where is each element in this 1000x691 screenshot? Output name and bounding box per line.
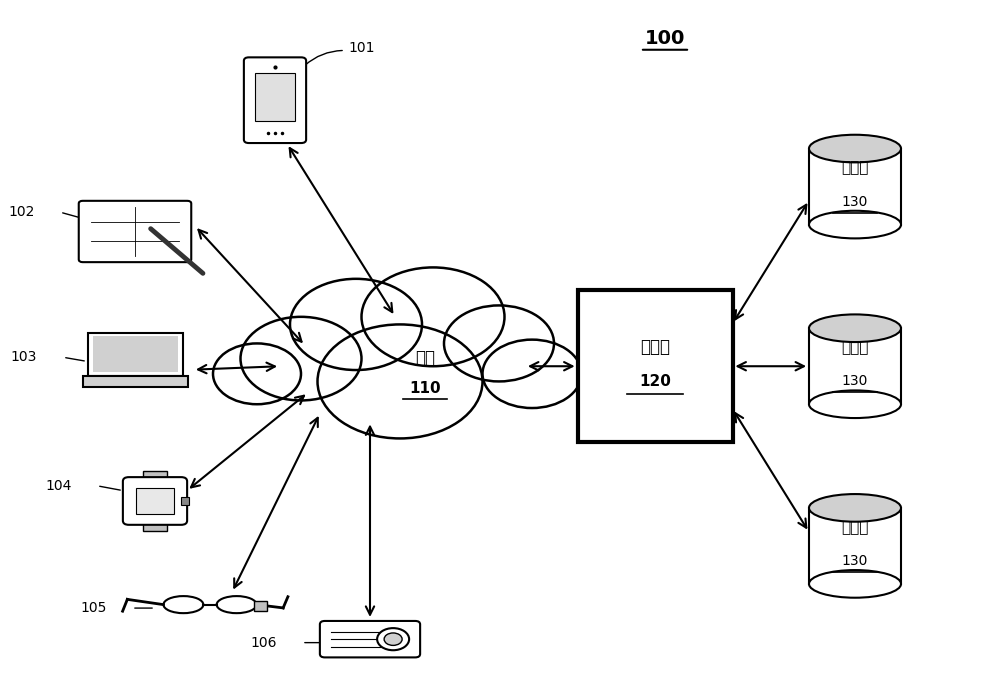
- Bar: [88, 333, 182, 376]
- Bar: [82, 376, 188, 388]
- Ellipse shape: [809, 211, 901, 238]
- FancyBboxPatch shape: [123, 477, 187, 525]
- Ellipse shape: [809, 314, 901, 342]
- Text: 106: 106: [250, 636, 277, 650]
- Ellipse shape: [809, 390, 901, 418]
- Text: 130: 130: [842, 554, 868, 568]
- Circle shape: [290, 279, 422, 370]
- Bar: [809, 147, 901, 150]
- Bar: [93, 337, 178, 372]
- Ellipse shape: [163, 596, 203, 613]
- Ellipse shape: [217, 596, 257, 613]
- Text: 105: 105: [81, 601, 107, 615]
- Text: 104: 104: [46, 479, 72, 493]
- FancyBboxPatch shape: [244, 57, 306, 143]
- Text: 101: 101: [348, 41, 375, 55]
- Text: 数据库: 数据库: [841, 340, 869, 355]
- Circle shape: [213, 343, 301, 404]
- FancyBboxPatch shape: [320, 621, 420, 657]
- Text: 130: 130: [842, 195, 868, 209]
- Text: 110: 110: [409, 381, 441, 396]
- Bar: [809, 508, 901, 584]
- Text: 服务器: 服务器: [640, 338, 670, 356]
- Bar: [578, 290, 732, 442]
- Circle shape: [482, 340, 582, 408]
- Text: 数据库: 数据库: [841, 520, 869, 535]
- Circle shape: [384, 633, 402, 645]
- Bar: [809, 328, 901, 404]
- Text: 100: 100: [645, 28, 685, 48]
- Bar: [255, 73, 295, 121]
- Circle shape: [241, 317, 362, 401]
- Bar: [181, 497, 189, 505]
- Ellipse shape: [809, 135, 901, 162]
- Circle shape: [377, 628, 409, 650]
- FancyBboxPatch shape: [79, 201, 191, 262]
- Bar: [809, 507, 901, 509]
- Text: 130: 130: [842, 375, 868, 388]
- Bar: [254, 601, 267, 611]
- Text: 102: 102: [9, 205, 35, 219]
- Ellipse shape: [809, 494, 901, 522]
- Circle shape: [444, 305, 554, 381]
- Bar: [809, 327, 901, 330]
- Ellipse shape: [809, 570, 901, 598]
- Text: 120: 120: [639, 374, 671, 389]
- Circle shape: [362, 267, 505, 366]
- Bar: [809, 149, 901, 225]
- Circle shape: [318, 325, 482, 439]
- Text: 网络: 网络: [415, 349, 435, 367]
- Bar: [143, 471, 167, 481]
- Bar: [136, 488, 174, 514]
- Text: 103: 103: [11, 350, 37, 364]
- Bar: [143, 521, 167, 531]
- Text: 数据库: 数据库: [841, 160, 869, 176]
